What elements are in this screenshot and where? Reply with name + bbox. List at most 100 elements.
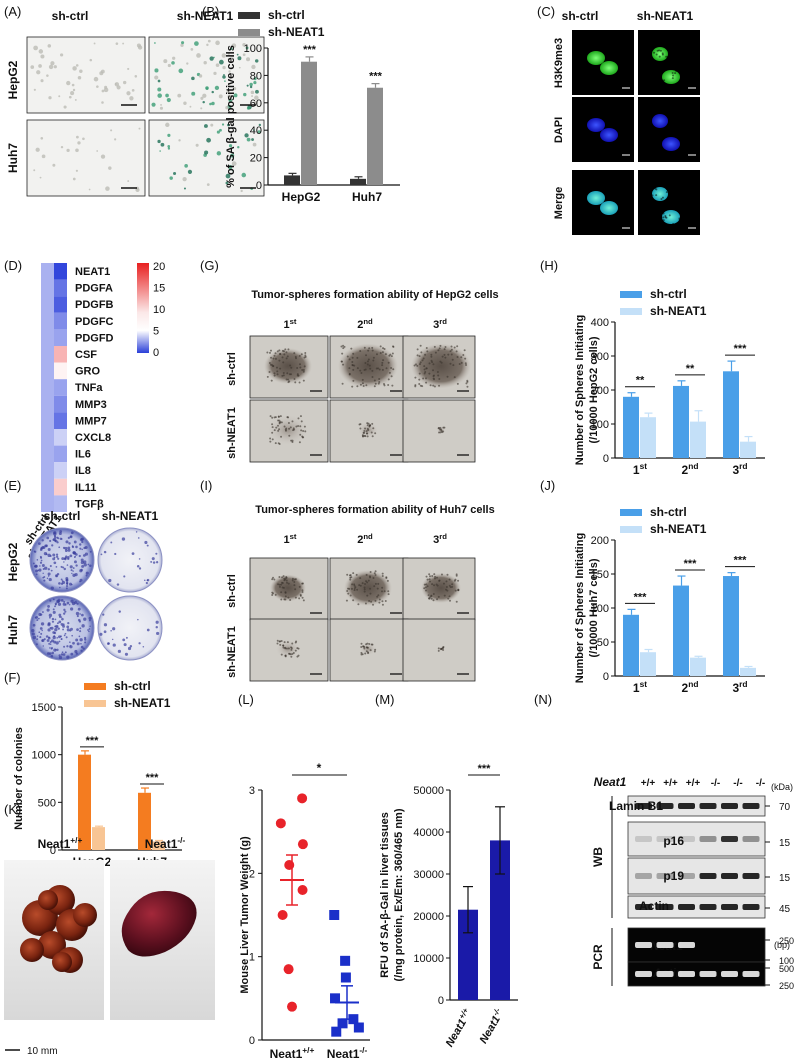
cell-dot [383, 590, 386, 593]
cell-dot [285, 647, 288, 650]
band [699, 803, 717, 809]
cell-dot [444, 356, 447, 359]
cell-dot [456, 355, 459, 358]
colony-dot [114, 552, 117, 556]
y-tick-label: 50000 [413, 785, 444, 797]
cell-dot [433, 577, 436, 580]
cell-mark [219, 59, 224, 65]
band [656, 873, 674, 879]
heatmap-cell [54, 362, 67, 380]
cell-dot [284, 655, 287, 658]
cell-dot [435, 583, 438, 586]
cell-dot [291, 642, 294, 645]
colony-dot [118, 610, 121, 613]
cell-mark [205, 86, 209, 90]
bar-sh-ctrl [723, 576, 739, 676]
cell-mark [251, 138, 254, 141]
panel-n: Neat1 +/+ +/+ +/+ -/- -/- -/- (kDa)Lamin B1p16p… [591, 775, 794, 991]
cell-dot [284, 646, 287, 649]
foci-dot [674, 72, 677, 75]
cell-dot [302, 379, 305, 382]
cell-dot [282, 361, 285, 364]
cell-mark [172, 56, 176, 60]
cell-dot [465, 382, 468, 385]
cell-dot [286, 416, 289, 419]
band [635, 803, 652, 809]
colony-dot [61, 617, 64, 621]
cell-mark [38, 49, 44, 54]
colony-dot [155, 625, 158, 629]
cell-dot [273, 429, 276, 432]
heatmap-cell [54, 379, 67, 396]
cell-dot [298, 381, 301, 384]
cell-dot [437, 649, 440, 652]
cell-mark [183, 101, 187, 105]
cell-dot [424, 377, 427, 380]
cell-dot [422, 377, 425, 380]
cell-mark [200, 107, 203, 110]
colony-dot [85, 574, 88, 577]
panel-e: sh-ctrl sh-NEAT1 HepG2 Huh7 [6, 509, 163, 661]
cell-dot [430, 353, 433, 356]
colony-dot [75, 611, 80, 616]
cell-dot [439, 431, 442, 434]
foci-dot [672, 222, 675, 225]
heatmap-cell [54, 412, 67, 429]
cell-mark [227, 94, 232, 99]
cell-dot [441, 647, 444, 650]
cell-dot [361, 582, 364, 585]
foci-dot [666, 188, 669, 191]
cell-mark [166, 97, 171, 103]
cell-dot [289, 599, 292, 602]
foci-dot [662, 212, 665, 215]
blot-strip [627, 895, 766, 919]
foci-dot [664, 216, 667, 219]
liver [121, 890, 197, 957]
cell-dot [294, 649, 297, 652]
genotype-label: Neat1+/+ [38, 835, 83, 851]
data-point [340, 972, 351, 983]
cell-dot [302, 369, 305, 372]
cell-dot [287, 582, 290, 585]
cell-mark [243, 92, 247, 97]
cell-mark [136, 43, 141, 48]
significance-mark: *** [369, 71, 383, 83]
y-tick-label: 40 [250, 125, 262, 137]
cell-dot [351, 361, 354, 364]
data-point [297, 793, 308, 804]
cell-dot [381, 590, 384, 593]
cell-dot [360, 651, 363, 654]
cell-dot [430, 597, 433, 600]
tumor-sphere [411, 343, 471, 389]
cell-dot [432, 592, 435, 595]
cell-mark [225, 106, 229, 110]
significance-mark: *** [303, 44, 317, 56]
unit-label: (bp) [774, 940, 790, 950]
x-tick-label: 2nd [682, 461, 699, 477]
colony-dot [35, 569, 38, 573]
y-tick-label: 50 [597, 637, 609, 649]
color-scale-tick: 0 [153, 347, 159, 359]
colony-dot [74, 601, 78, 605]
cell-dot [377, 382, 380, 385]
cell-dot [377, 367, 380, 370]
colony-dot [51, 544, 54, 547]
cell-dot [348, 367, 351, 370]
genotype-label: -/- [756, 778, 765, 789]
cell-dot [390, 355, 393, 358]
cell-dot [435, 576, 438, 579]
cell-dot [428, 573, 431, 576]
cell-dot [439, 344, 442, 347]
cell-dot [284, 595, 287, 598]
colony-dot [72, 551, 76, 555]
cell-dot [355, 573, 358, 576]
colony-dot [38, 568, 42, 572]
colony-dot [57, 537, 60, 540]
colony-dot [41, 564, 45, 567]
colony-dot [79, 627, 82, 630]
y-tick-label: 0 [50, 845, 56, 857]
colony-dot [138, 642, 141, 645]
cell-dot [372, 576, 375, 579]
cell-dot [369, 592, 372, 595]
heatmap-column [41, 263, 54, 512]
